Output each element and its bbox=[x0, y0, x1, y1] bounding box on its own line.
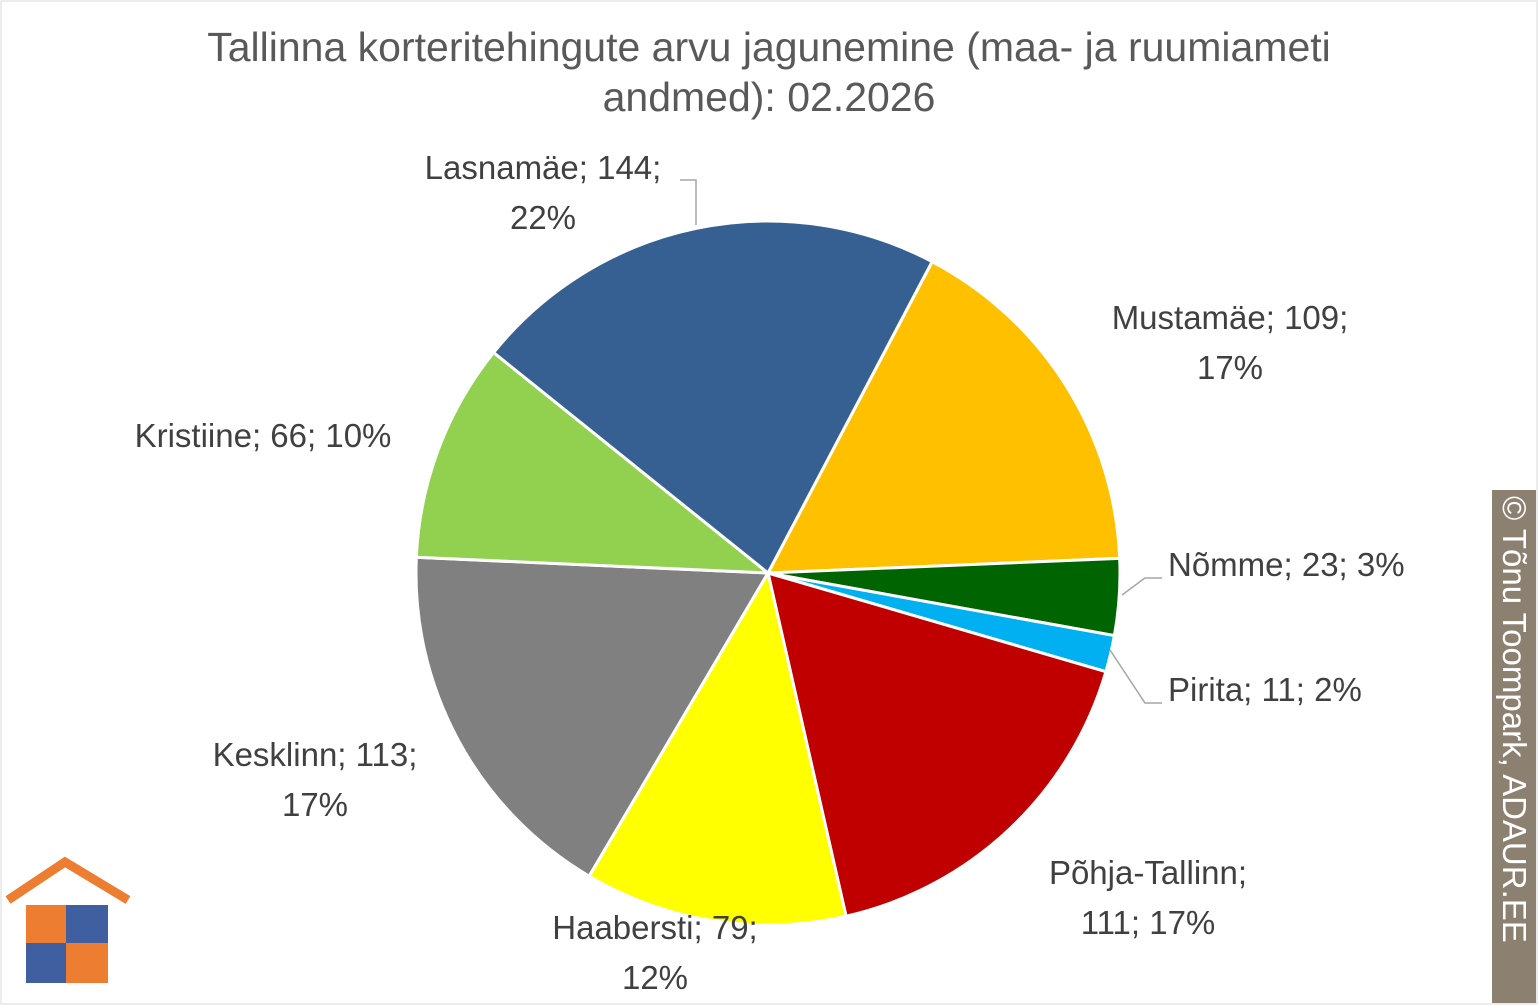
pie-slice bbox=[765, 259, 1122, 575]
data-label: Kesklinn; 113; bbox=[212, 736, 418, 773]
logo bbox=[5, 856, 131, 983]
pie-slice bbox=[414, 350, 773, 575]
pie-slice bbox=[414, 555, 771, 879]
leader-line bbox=[1121, 577, 1162, 596]
pie-slice bbox=[491, 219, 935, 576]
data-label: Põhja-Tallinn; bbox=[1048, 854, 1248, 891]
data-label: Pirita; 11; 2% bbox=[1168, 671, 1362, 708]
data-label: Haabersti; 79; bbox=[552, 909, 758, 946]
pie-slice bbox=[765, 570, 1108, 919]
data-label: Mustamäe; 109; bbox=[1111, 299, 1349, 336]
data-label: Lasnamäe; 144; bbox=[424, 149, 662, 186]
pie-slice bbox=[587, 568, 848, 927]
leader-line bbox=[680, 179, 697, 225]
data-label: 22% bbox=[509, 199, 577, 236]
data-label: 17% bbox=[281, 786, 349, 823]
data-label: 111; 17% bbox=[1080, 904, 1216, 941]
data-label: 17% bbox=[1196, 349, 1264, 386]
data-label: 12% bbox=[621, 959, 689, 996]
leader-line bbox=[1109, 649, 1162, 704]
data-label: Kristiine; 66; 10% bbox=[134, 417, 392, 454]
watermark: © Tõnu Toompark, ADAUR.EE bbox=[1496, 496, 1533, 943]
data-label: Nõmme; 23; 3% bbox=[1168, 546, 1405, 583]
chart-title: Tallinna korteritehingute arvu jagunemin… bbox=[207, 24, 1331, 120]
watermark-box: © Tõnu Toompark, ADAUR.EE bbox=[1492, 490, 1536, 1003]
